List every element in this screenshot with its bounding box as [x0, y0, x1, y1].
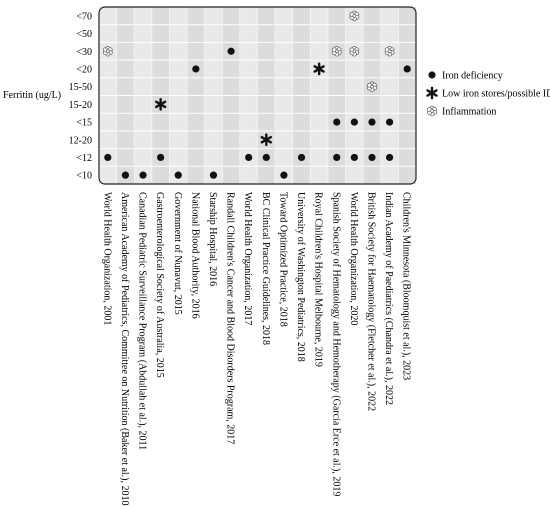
y-tick-label: <15 — [76, 118, 92, 129]
plot-background — [99, 7, 416, 184]
y-tick-label: <20 — [76, 64, 92, 75]
inflammation-marker — [367, 81, 377, 92]
iron-deficiency-marker — [262, 153, 270, 162]
legend-marker — [427, 105, 437, 117]
x-tick-label: University of Washington Pediatrics, 201… — [295, 192, 306, 362]
iron-deficiency-marker — [192, 65, 200, 73]
inflammation-marker — [102, 46, 113, 57]
iron-deficiency-marker — [121, 171, 130, 179]
iron-deficiency-marker — [385, 118, 394, 126]
inflammation-marker — [331, 46, 342, 57]
y-tick-label: <30 — [76, 47, 92, 58]
x-tick-label: World Health Organization, 2020 — [348, 192, 359, 325]
low-iron-stores-marker — [313, 62, 325, 76]
legend-label: Iron deficiency — [442, 71, 503, 82]
inflammation-marker — [349, 10, 360, 22]
legend-marker — [428, 71, 436, 79]
x-tick-label: British Society for Haematology (Fletche… — [365, 192, 376, 411]
x-tick-label: Royal Children's Hospital Melbourne, 201… — [313, 192, 324, 367]
iron-deficiency-marker — [368, 118, 376, 126]
iron-deficiency-marker — [227, 47, 235, 55]
iron-deficiency-marker — [245, 153, 253, 162]
iron-deficiency-marker — [333, 153, 341, 162]
inflammation-marker — [349, 46, 360, 57]
legend-label: Low iron stores/possible ID — [442, 89, 550, 100]
legend: Iron deficiency Low iron stores/possible … — [426, 71, 550, 118]
x-axis: World Health Organization, 2001 American … — [101, 192, 411, 506]
iron-deficiency-marker — [297, 153, 306, 162]
x-tick-label: Canadian Pediatric Surveillance Program … — [137, 192, 148, 450]
iron-deficiency-marker — [368, 153, 376, 162]
x-tick-label: BC Clinical Practice Guidelines, 2018 — [260, 192, 271, 345]
low-iron-stores-marker — [154, 97, 167, 111]
x-tick-label: Starship Hospital, 2016 — [207, 192, 218, 286]
plot-frame — [98, 6, 417, 185]
x-tick-label: Toward Optimized Practice, 2018 — [277, 192, 288, 327]
iron-deficiency-marker — [157, 153, 165, 162]
x-tick-label: Indian Academy of Paediatrics (Chandra e… — [383, 192, 394, 405]
y-axis: <10 <12 12-20 <15 15-20 15-50 <20 <30 <50 <70 — [69, 11, 92, 181]
legend-label: Inflammation — [442, 107, 496, 118]
x-tick-label: Gastroenterological Society of Australia… — [154, 192, 165, 378]
y-tick-label: 12-20 — [69, 135, 92, 146]
iron-deficiency-marker — [280, 171, 288, 179]
y-tick-label: 15-20 — [69, 100, 92, 111]
iron-deficiency-marker — [174, 171, 182, 179]
y-axis-title: Ferritin (ug/L) — [3, 90, 61, 101]
iron-deficiency-marker — [403, 65, 411, 73]
y-tick-label: <12 — [76, 153, 92, 164]
y-tick-label: <10 — [76, 171, 92, 182]
iron-deficiency-marker — [350, 118, 358, 126]
iron-deficiency-marker — [350, 153, 358, 162]
x-tick-label: American Academy of Pediatrics, Committe… — [119, 192, 130, 506]
inflammation-marker — [384, 46, 395, 57]
iron-deficiency-marker — [139, 171, 147, 179]
iron-deficiency-marker — [209, 171, 218, 179]
iron-deficiency-marker — [333, 118, 341, 126]
iron-deficiency-marker — [104, 153, 112, 162]
y-tick-label: 15-50 — [69, 82, 92, 93]
iron-deficiency-marker — [385, 153, 394, 162]
y-tick-label: <70 — [76, 11, 92, 22]
x-tick-label: World Health Organization, 2017 — [242, 192, 253, 325]
x-tick-label: Children's Minnesota (Bloomquist et al.)… — [401, 192, 412, 380]
legend-marker — [426, 86, 438, 100]
x-tick-label: World Health Organization, 2001 — [101, 192, 112, 325]
low-iron-stores-marker — [260, 133, 273, 147]
x-tick-label: National Blood Authority, 2016 — [189, 192, 200, 319]
x-tick-label: Spanish Society of Hematology and Hemoth… — [330, 192, 341, 496]
x-tick-label: Government of Nunavut, 2015 — [172, 192, 183, 315]
data-marks — [102, 10, 411, 179]
x-tick-label: Randall Children's Cancer and Blood Diso… — [225, 192, 236, 444]
y-tick-label: <50 — [76, 29, 92, 40]
